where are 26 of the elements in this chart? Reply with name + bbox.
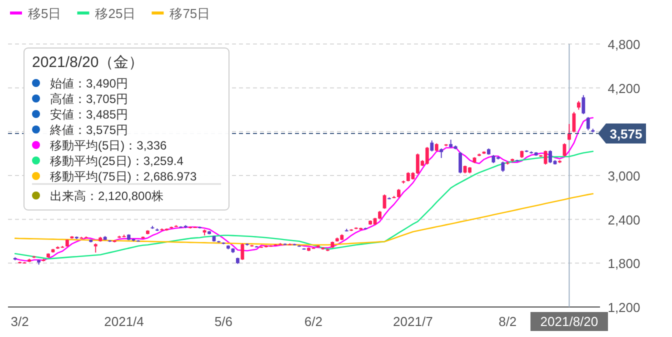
ref-label: 3,575 bbox=[610, 126, 642, 142]
ytick: 2,400 bbox=[608, 212, 640, 228]
ytick: 4,800 bbox=[608, 37, 640, 52]
legend: 移25日 bbox=[95, 6, 136, 21]
annotation: 高値：3,705円 bbox=[50, 92, 128, 106]
xtick: 8/2 bbox=[498, 314, 517, 329]
xtick: 6/2 bbox=[304, 314, 322, 329]
xtick: 2021/4 bbox=[104, 314, 144, 329]
ytick: 1,200 bbox=[608, 300, 640, 315]
annotation: 出来高：2,120,800株 bbox=[50, 189, 164, 203]
annotation: 移動平均(25日)：3,259.4 bbox=[50, 154, 184, 168]
annotation: 終値：3,575円 bbox=[50, 123, 128, 137]
annotation: 移動平均(5日)：3,336 bbox=[50, 138, 167, 152]
annotation: 安値：3,485円 bbox=[50, 108, 128, 122]
xtick: 2021/8/20 bbox=[540, 314, 598, 329]
ytick: 3,000 bbox=[608, 168, 640, 184]
xtick: 3/2 bbox=[10, 314, 29, 329]
ytick: 1,800 bbox=[608, 256, 640, 272]
ytick: 4,200 bbox=[608, 80, 640, 96]
annotation: 移動平均(75日)：2,686.973 bbox=[50, 170, 197, 184]
legend: 移5日 bbox=[28, 6, 62, 21]
annotation: 始値：3,490円 bbox=[50, 76, 128, 90]
xtick: 2021/7 bbox=[393, 314, 433, 329]
xtick: 5/6 bbox=[214, 314, 233, 329]
annotation: 2021/8/20（金） bbox=[32, 54, 144, 71]
legend: 移75日 bbox=[170, 6, 210, 21]
